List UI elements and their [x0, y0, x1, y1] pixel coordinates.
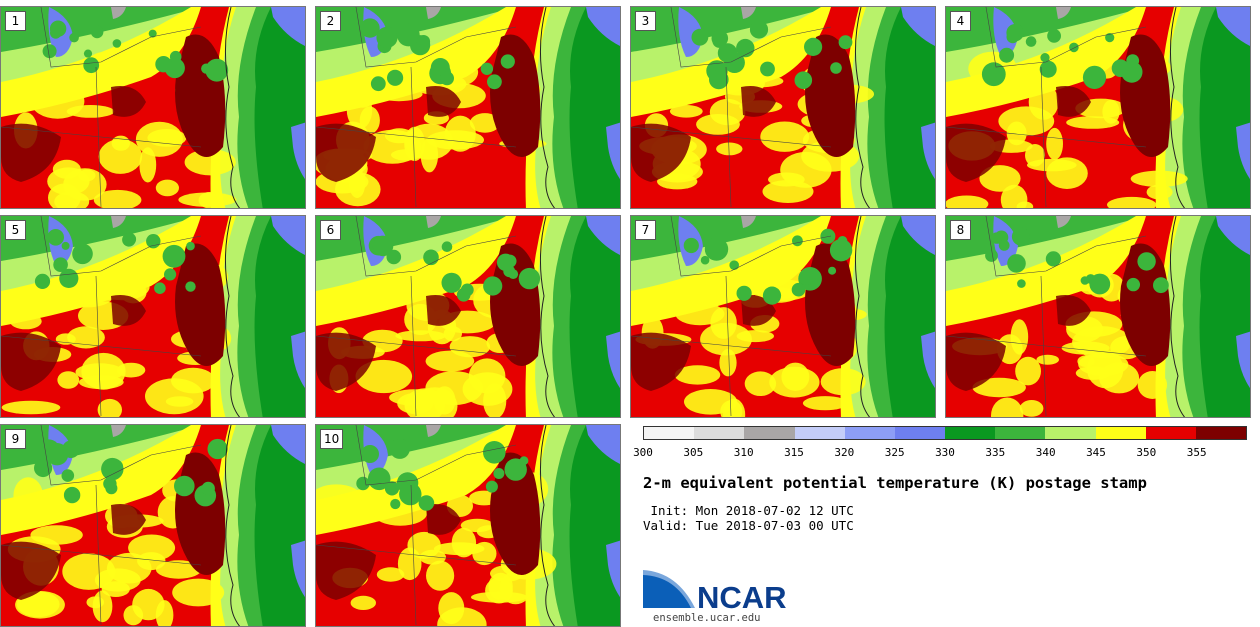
member-label: 9: [5, 429, 26, 449]
colorbar-swatch: [794, 427, 845, 439]
colorbar-tick-label: 305: [683, 446, 704, 459]
colorbar-swatch: [945, 427, 996, 439]
colorbar-tick-label: 310: [733, 446, 754, 459]
colorbar-tick-label: 345: [1086, 446, 1106, 459]
colorbar-swatch: [995, 427, 1046, 439]
postage-stamp-panel: 7: [630, 215, 936, 418]
logo-url: ensemble.ucar.edu: [653, 612, 761, 624]
member-label: 8: [950, 220, 971, 240]
colorbar-tick-label: 325: [884, 446, 905, 459]
colorbar-tick-label: 355: [1186, 446, 1207, 459]
figure-title: 2-m equivalent potential temperature (K)…: [643, 474, 1147, 492]
colorbar-swatch: [1145, 427, 1196, 439]
colorbar-swatch: [744, 427, 795, 439]
member-label: 3: [635, 11, 656, 31]
colorbar-tick-label: 335: [985, 446, 1006, 459]
colorbar: [643, 426, 1247, 440]
member-label: 4: [950, 11, 971, 31]
postage-stamp-panel: 2: [315, 6, 621, 209]
colorbar-swatch: [844, 427, 895, 439]
colorbar-tick-label: 330: [935, 446, 955, 459]
colorbar-tick-label: 300: [633, 446, 653, 459]
member-label: 5: [5, 220, 26, 240]
member-label: 1: [5, 11, 26, 31]
colorbar-tick-label: 320: [834, 446, 855, 459]
postage-stamp-panel: 6: [315, 215, 621, 418]
member-label: 2: [320, 11, 341, 31]
postage-stamp-panel: 1: [0, 6, 306, 209]
colorbar-swatch: [694, 427, 745, 439]
ncar-logo: NCAR: [643, 570, 787, 615]
postage-stamp-panel: 4: [945, 6, 1251, 209]
colorbar-tick-label: 315: [784, 446, 804, 459]
colorbar-swatch: [894, 427, 946, 439]
init-time: Init: Mon 2018-07-02 12 UTC: [643, 503, 854, 518]
logo-text: NCAR: [697, 580, 787, 615]
colorbar-swatch: [1045, 427, 1096, 439]
postage-stamp-panel: 3: [630, 6, 936, 209]
postage-stamp-panel: 5: [0, 215, 306, 418]
colorbar-tick-label: 350: [1136, 446, 1157, 459]
colorbar-swatch: [1195, 427, 1247, 439]
colorbar-swatch: [1095, 427, 1146, 439]
colorbar-tick-label: 340: [1035, 446, 1056, 459]
postage-stamp-panel: 9: [0, 424, 306, 627]
member-label: 7: [635, 220, 656, 240]
valid-time: Valid: Tue 2018-07-03 00 UTC: [643, 518, 854, 533]
member-label: 10: [320, 429, 344, 449]
colorbar-ticks: 300 305 310 315 320 325 330 335 340 345 350 355: [633, 446, 1247, 460]
postage-stamp-panel: 8: [945, 215, 1251, 418]
postage-stamp-panel: 10: [315, 424, 621, 627]
colorbar-swatch: [644, 427, 695, 439]
member-label: 6: [320, 220, 341, 240]
